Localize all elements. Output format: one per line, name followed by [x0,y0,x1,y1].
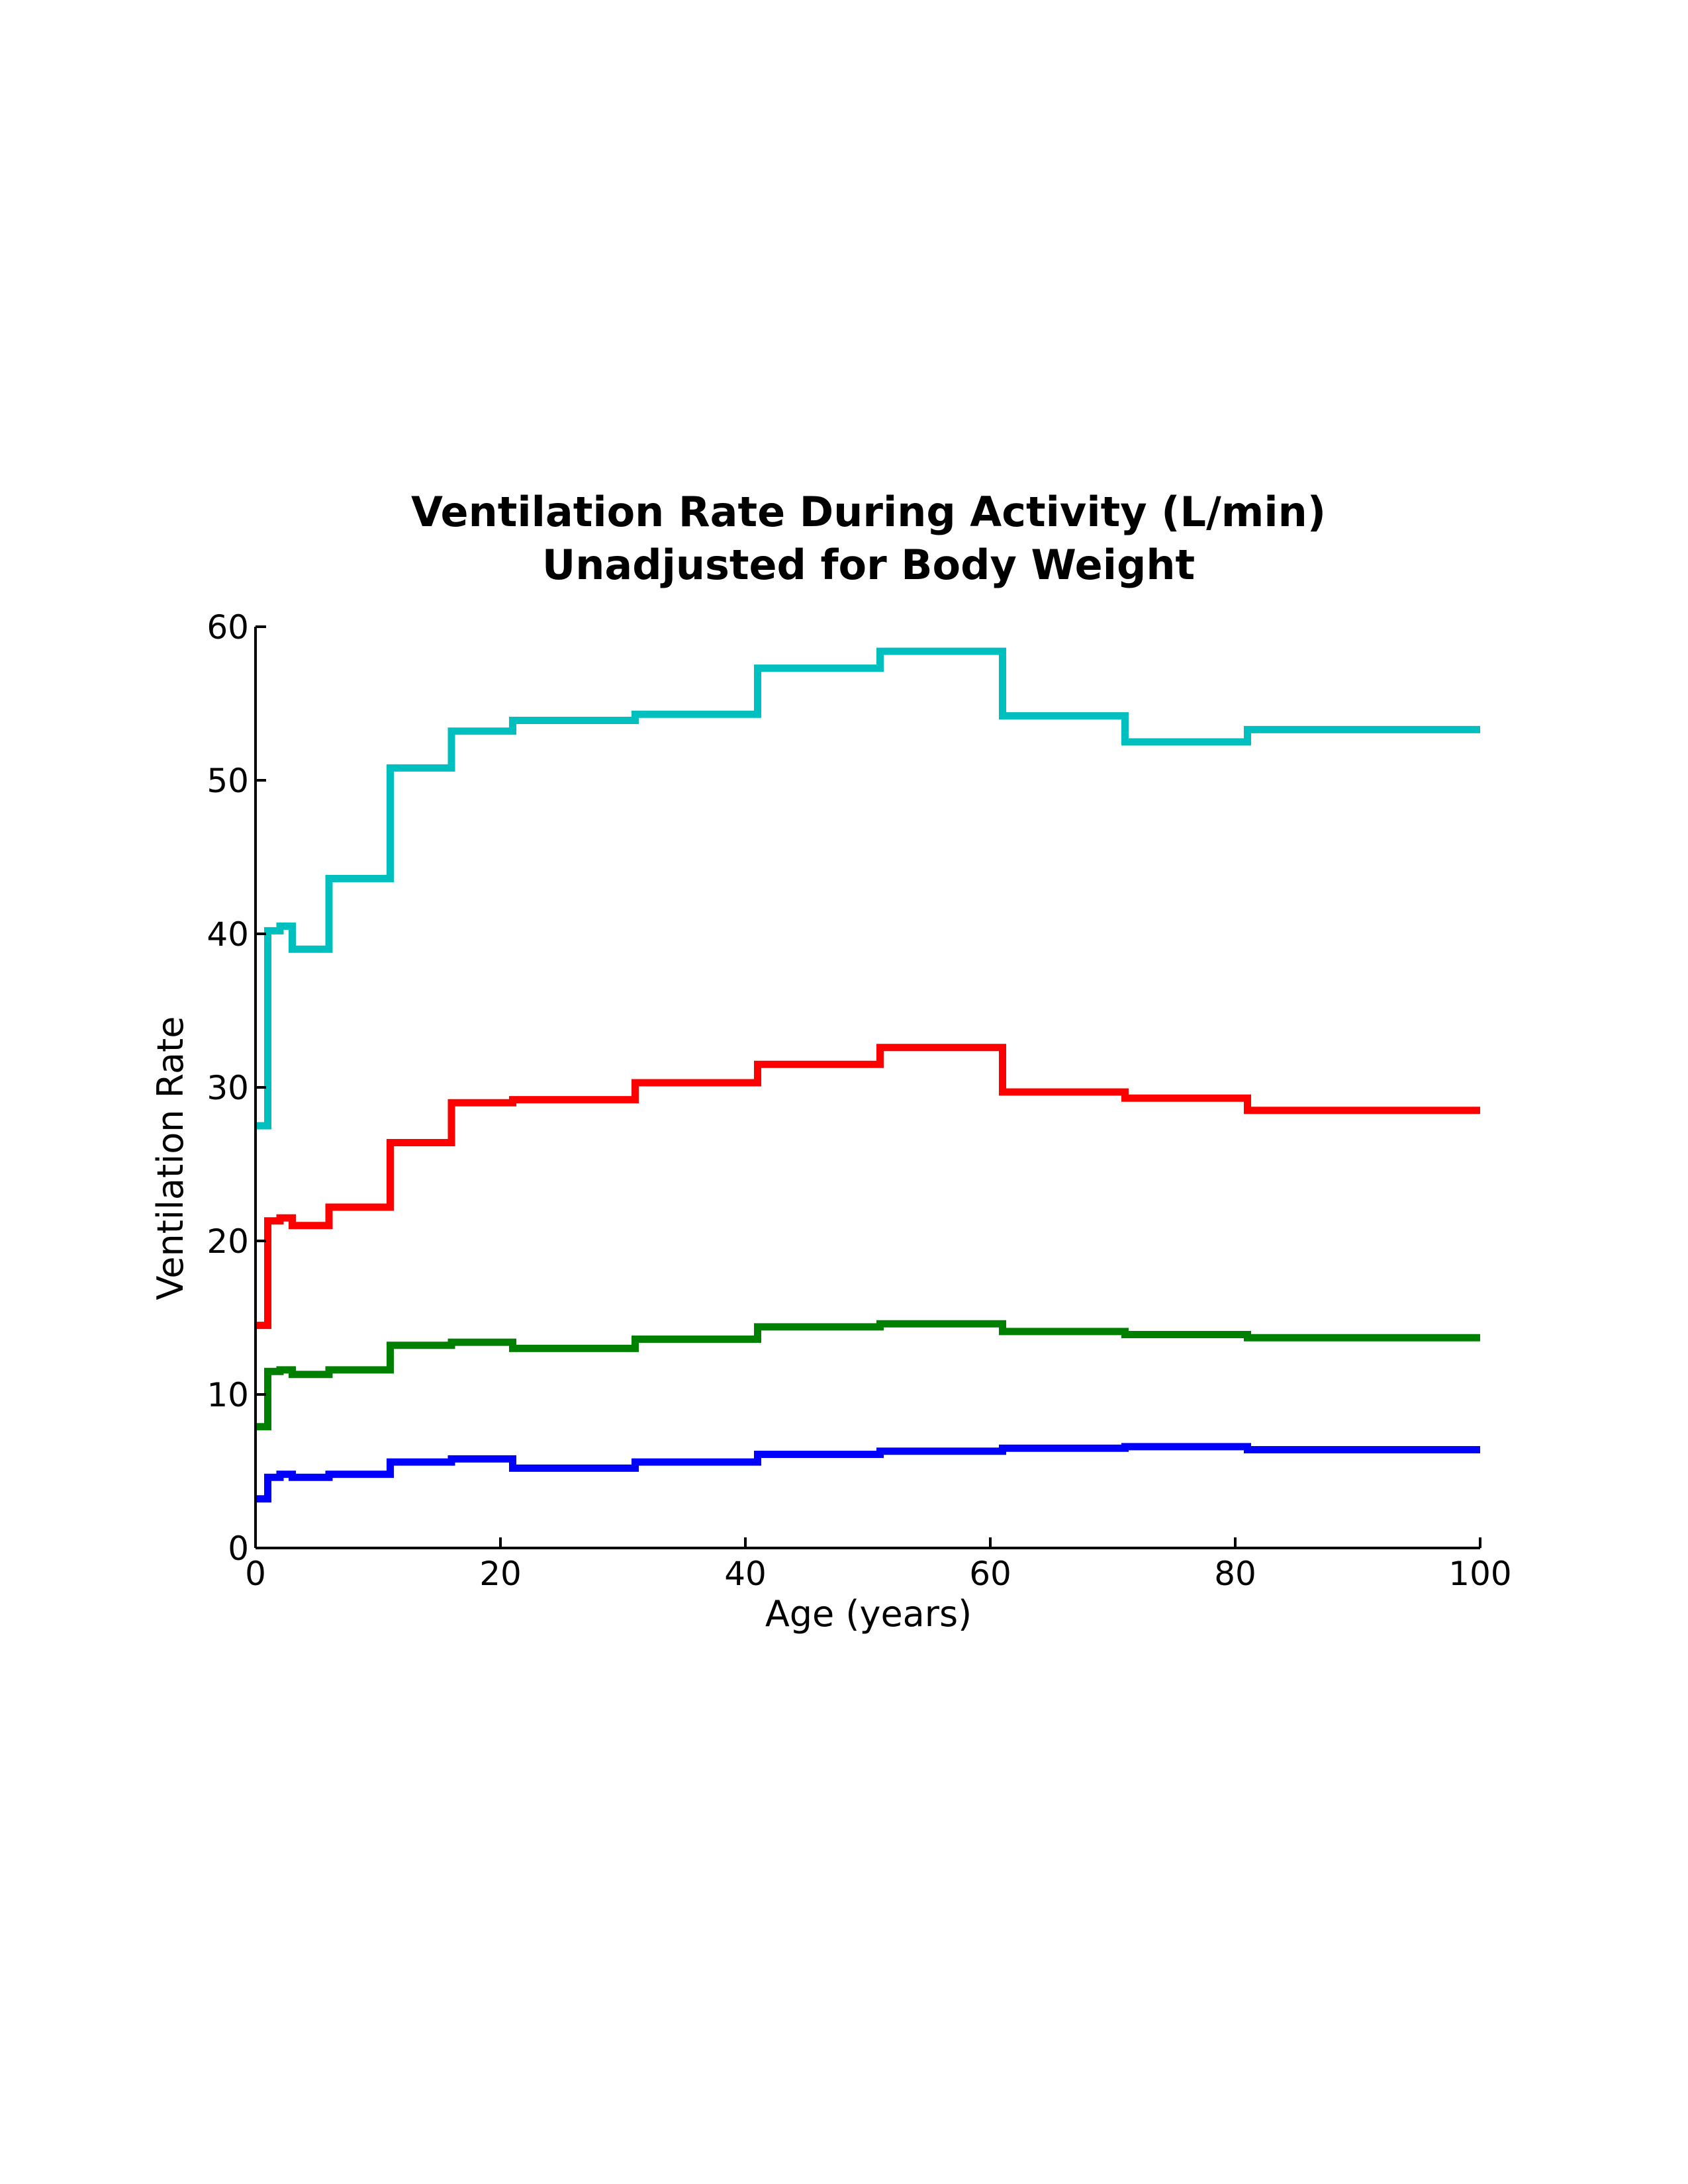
y-tick-label: 60 [207,608,249,647]
x-tick-label: 20 [479,1555,522,1593]
x-tick-label: 60 [969,1555,1011,1593]
x-tick-label: 40 [724,1555,767,1593]
x-axis-label: Age (years) [765,1593,972,1635]
y-tick-label: 50 [207,762,249,800]
x-tick-label: 100 [1448,1555,1511,1593]
y-axis-label: Ventilation Rate [150,1017,191,1300]
series-layer [256,647,1480,1503]
series-line-2 [256,1044,1480,1330]
y-tick-label: 30 [207,1069,249,1107]
y-tick-label: 40 [207,915,249,954]
chart-title-line-2: Unadjusted for Body Weight [542,541,1195,589]
x-tick-label: 0 [245,1555,266,1593]
y-tick-label: 0 [228,1529,249,1568]
series-line-4 [256,1443,1480,1503]
axes-layer: 0 20 40 60 80 100 0 10 20 30 40 50 60 [207,608,1511,1593]
y-tick-label: 20 [207,1222,249,1261]
chart-title-line-1: Ventilation Rate During Activity (L/min) [411,488,1326,536]
series-line-3 [256,1320,1480,1431]
y-tick-label: 10 [207,1376,249,1414]
series-line-1 [256,647,1480,1130]
x-tick-label: 80 [1214,1555,1256,1593]
